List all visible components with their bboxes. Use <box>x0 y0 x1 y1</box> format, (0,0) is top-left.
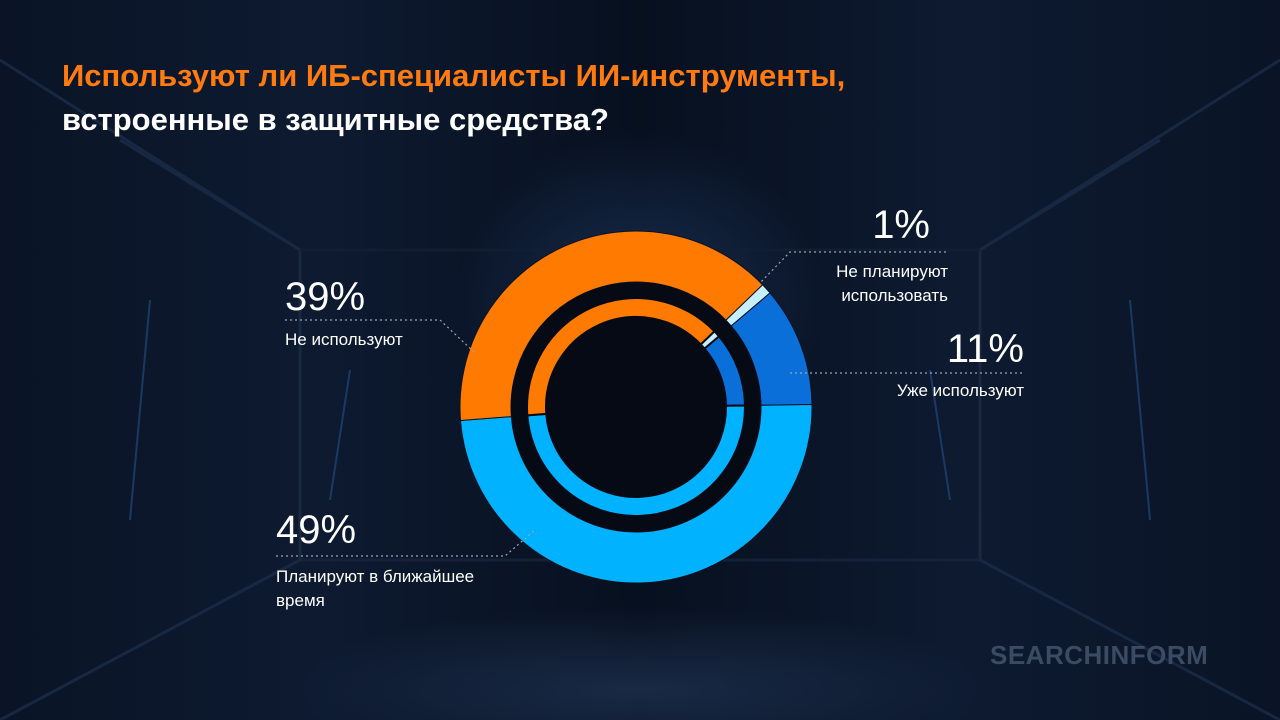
donut-gap <box>511 282 761 532</box>
title: встроенные в защитные средства? <box>62 102 609 137</box>
title: Используют ли ИБ-специалисты ИИ-инструме… <box>62 58 846 93</box>
value-label: 11% <box>946 327 1024 371</box>
value-label: 39% <box>285 275 366 319</box>
value-label: 1% <box>872 203 930 247</box>
leader-line <box>757 251 948 286</box>
leader-line <box>276 529 536 557</box>
logo: SEARCHINFORM <box>990 640 1209 670</box>
category-label: Планируют в ближайшее время <box>276 567 475 610</box>
inner-segment <box>526 297 716 417</box>
category-label: Уже используют <box>896 381 1024 400</box>
value-label: 49% <box>276 508 357 552</box>
category-label: Не планируют использовать <box>836 262 948 305</box>
category-label: Не используют <box>285 330 403 349</box>
leader-line <box>285 319 475 353</box>
